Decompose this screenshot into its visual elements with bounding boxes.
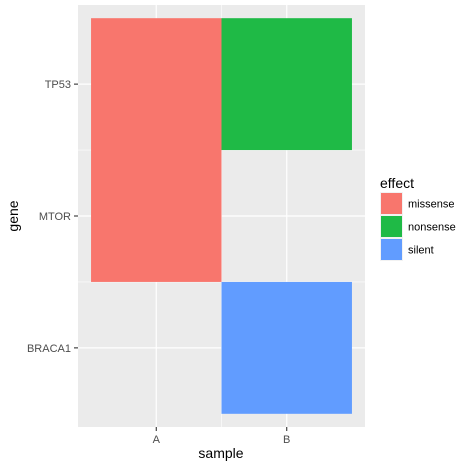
legend-title: effect	[380, 175, 414, 191]
y-tick-label: BRACA1	[27, 343, 71, 355]
legend-key-silent	[381, 239, 402, 260]
x-axis-title: sample	[198, 445, 243, 461]
tile-A-missense	[91, 18, 222, 282]
y-axis-title: gene	[5, 200, 21, 231]
legend-key-missense	[381, 193, 402, 214]
y-tick-label: MTOR	[39, 211, 71, 223]
legend: effect missense nonsense silent	[380, 175, 456, 261]
legend-key-nonsense	[381, 216, 402, 237]
heatmap-cells	[91, 18, 352, 414]
legend-items: missense nonsense silent	[380, 192, 456, 261]
legend-label: silent	[408, 245, 434, 257]
tile-B-silent	[221, 281, 352, 414]
tile-B-nonsense	[221, 18, 352, 151]
legend-label: missense	[408, 199, 454, 211]
y-axis: BRACA1 MTOR TP53	[27, 79, 78, 355]
legend-label: nonsense	[408, 222, 456, 234]
y-tick-label: TP53	[45, 79, 71, 91]
x-tick-label: A	[153, 434, 161, 446]
x-tick-label: B	[283, 434, 290, 446]
